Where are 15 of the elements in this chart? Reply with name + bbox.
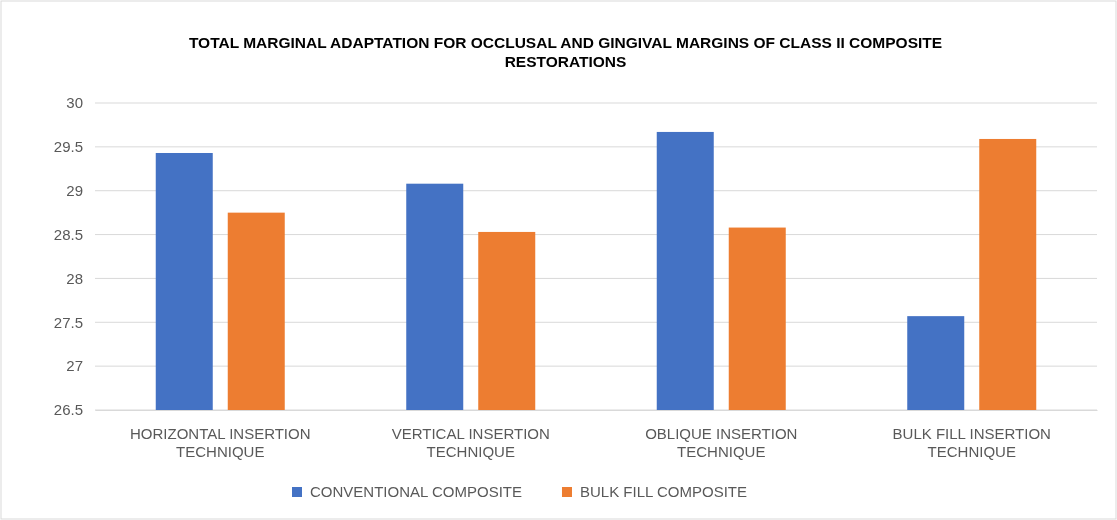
chart-title: TOTAL MARGINAL ADAPTATION FOR OCCLUSAL AND GINGIVAL MARGINS OF CLASS II COMPOSITE RESTORATIONS — [188, 34, 943, 70]
y-tick-label: 30 — [66, 94, 83, 112]
legend-label: BULK FILL COMPOSITE — [579, 483, 747, 500]
x-tick-label: BULK FILL INSERTION TECHNIQUE — [892, 424, 1051, 460]
x-tick-label: VERTICAL INSERTION TECHNIQUE — [391, 424, 550, 460]
y-tick-label: 28.5 — [53, 225, 83, 243]
y-tick-label: 28 — [66, 269, 83, 287]
legend-label: CONVENTIONAL COMPOSITE — [310, 483, 522, 500]
y-tick-label: 29.5 — [53, 138, 83, 156]
y-tick-label: 29 — [66, 182, 83, 200]
x-tick-label: HORIZONTAL INSERTION TECHNIQUE — [129, 424, 311, 460]
y-tick-label: 27.5 — [53, 313, 83, 331]
y-tick-label: 26.5 — [53, 401, 83, 419]
x-tick-label: OBLIQUE INSERTION TECHNIQUE — [645, 424, 798, 460]
y-tick-label: 27 — [66, 357, 83, 375]
